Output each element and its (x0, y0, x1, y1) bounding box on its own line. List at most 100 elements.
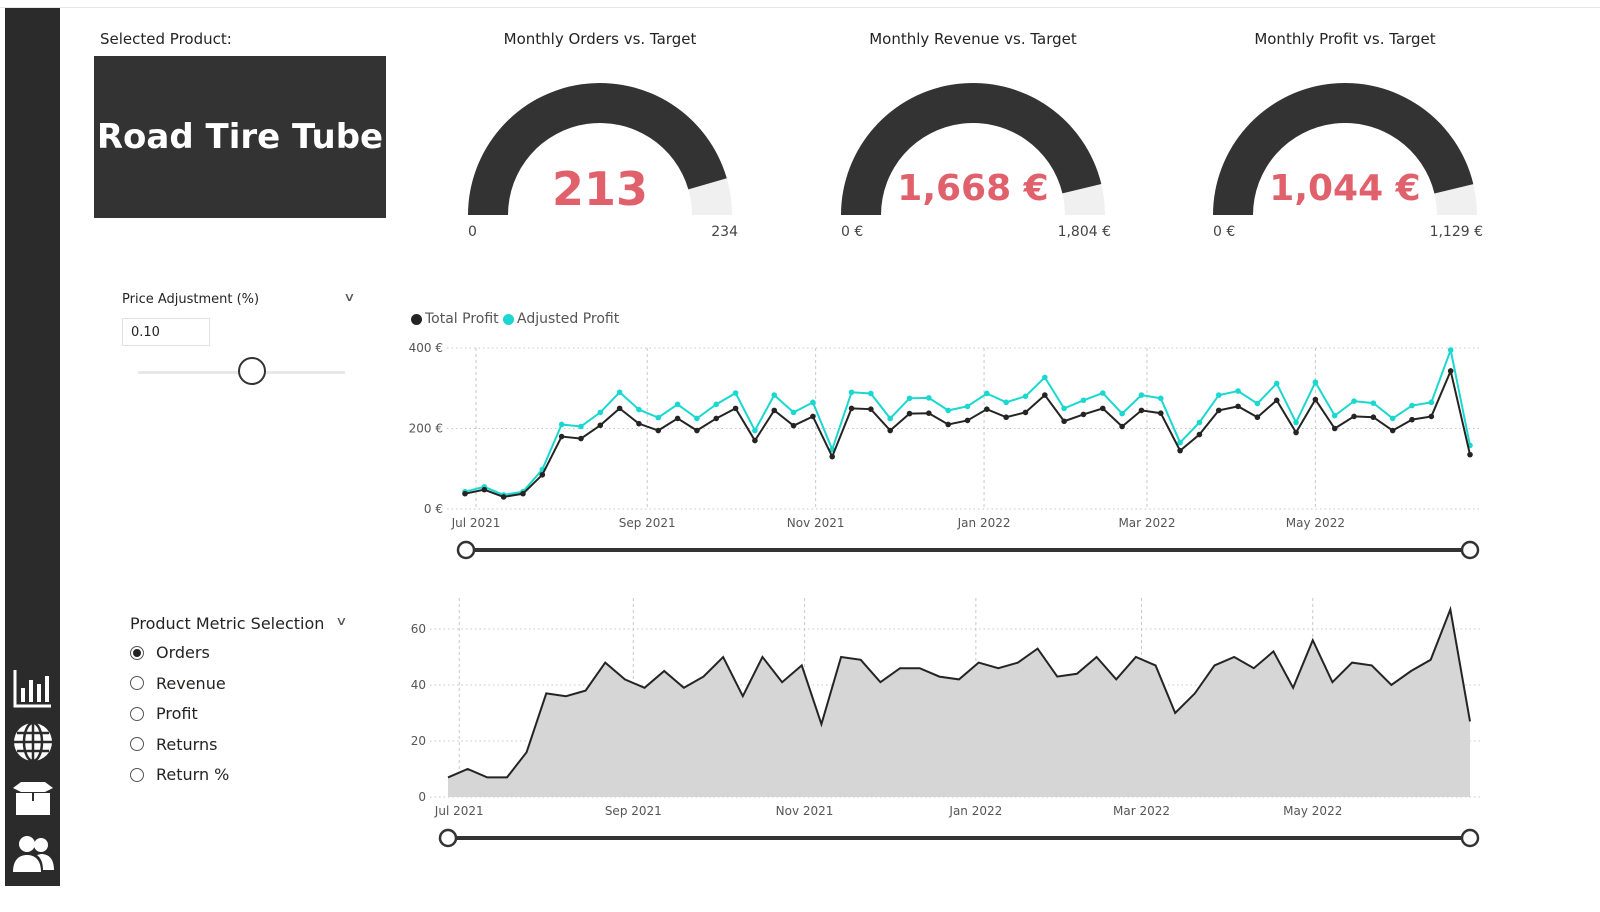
total-profit-point[interactable] (1119, 423, 1125, 430)
total-profit-point[interactable] (887, 427, 893, 434)
total-profit-point[interactable] (597, 422, 604, 429)
adjusted-profit-point[interactable] (1061, 405, 1067, 412)
total-profit-point[interactable] (578, 435, 584, 442)
radio-circle[interactable] (130, 676, 144, 690)
total-profit-point[interactable] (1215, 407, 1222, 414)
adjusted-profit-point[interactable] (1099, 390, 1106, 396)
adjusted-profit-point[interactable] (1119, 410, 1125, 417)
adjusted-profit-point[interactable] (1428, 399, 1435, 406)
radio-option-return-[interactable]: Return % (130, 765, 229, 784)
adjusted-profit-point[interactable] (1157, 395, 1164, 402)
radio-option-orders[interactable]: Orders (130, 643, 210, 662)
adjusted-profit-point[interactable] (1177, 439, 1183, 446)
total-profit-point[interactable] (1254, 414, 1261, 421)
adjusted-profit-point[interactable] (964, 403, 971, 410)
adjusted-profit-point[interactable] (1351, 398, 1357, 404)
total-profit-point[interactable] (1370, 414, 1377, 421)
range-slider-handle[interactable] (1460, 828, 1480, 848)
adjusted-profit-point[interactable] (984, 390, 990, 397)
total-profit-point[interactable] (500, 494, 507, 500)
radio-circle[interactable] (130, 767, 144, 782)
total-profit-point[interactable] (636, 420, 642, 427)
adjusted-profit-point[interactable] (1370, 400, 1377, 406)
total-profit-point[interactable] (674, 415, 681, 422)
total-profit-point[interactable] (926, 410, 932, 417)
radio-circle[interactable] (130, 737, 144, 751)
adjusted-profit-point[interactable] (1022, 393, 1029, 400)
adjusted-profit-point[interactable] (810, 399, 816, 406)
adjusted-profit-point[interactable] (1409, 402, 1415, 409)
adjusted-profit-point[interactable] (713, 401, 720, 408)
chevron-down-icon[interactable]: ∨ (343, 290, 356, 304)
adjusted-profit-point[interactable] (771, 392, 778, 398)
radio-option-profit[interactable]: Profit (130, 704, 198, 723)
adjusted-profit-point[interactable] (1273, 380, 1280, 387)
price-adjustment-input[interactable]: 0.10 (122, 318, 210, 346)
adjusted-profit-point[interactable] (1196, 419, 1203, 426)
adjusted-profit-point[interactable] (694, 415, 700, 422)
adjusted-profit-point[interactable] (1293, 419, 1299, 426)
users-icon[interactable] (11, 832, 55, 876)
total-profit-point[interactable] (616, 405, 623, 412)
total-profit-point[interactable] (752, 437, 758, 444)
total-profit-point[interactable] (829, 453, 836, 460)
adjusted-profit-point[interactable] (1254, 400, 1261, 407)
total-profit-point[interactable] (810, 413, 816, 420)
total-profit-point[interactable] (1351, 413, 1357, 420)
legend-total-profit[interactable]: Total Profit (411, 311, 499, 327)
total-profit-point[interactable] (713, 415, 720, 422)
adjusted-profit-point[interactable] (732, 390, 739, 396)
total-profit-point[interactable] (771, 407, 778, 414)
range-slider-handle[interactable] (438, 828, 458, 848)
total-profit-point[interactable] (1331, 425, 1338, 432)
total-profit-point[interactable] (558, 433, 565, 440)
total-profit-point[interactable] (1177, 447, 1183, 454)
total-profit-point[interactable] (1235, 403, 1241, 410)
adjusted-profit-point[interactable] (868, 390, 874, 397)
range-slider-handle[interactable] (456, 540, 476, 560)
adjusted-profit-point[interactable] (926, 395, 932, 401)
total-profit-point[interactable] (1196, 431, 1203, 438)
total-profit-point[interactable] (655, 427, 662, 434)
adjusted-profit-point[interactable] (906, 395, 913, 402)
adjusted-profit-point[interactable] (1389, 415, 1396, 422)
radio-option-revenue[interactable]: Revenue (130, 674, 226, 693)
legend-adjusted-profit[interactable]: Adjusted Profit (503, 311, 619, 327)
total-profit-point[interactable] (1022, 409, 1029, 416)
box-icon[interactable] (11, 776, 55, 820)
total-profit-point[interactable] (694, 427, 700, 434)
total-profit-point[interactable] (984, 406, 990, 412)
adjusted-profit-point[interactable] (655, 414, 662, 421)
total-profit-point[interactable] (1138, 407, 1145, 414)
adjusted-profit-point[interactable] (1312, 379, 1319, 386)
total-profit-point[interactable] (1409, 416, 1415, 423)
total-profit-point[interactable] (1003, 414, 1009, 421)
total-profit-point[interactable] (1273, 397, 1280, 404)
total-profit-point[interactable] (964, 417, 971, 424)
total-profit-point[interactable] (868, 406, 874, 412)
total-profit-point[interactable] (520, 490, 526, 497)
price-slider-thumb[interactable] (238, 357, 266, 385)
total-profit-point[interactable] (481, 486, 488, 493)
chevron-down-icon[interactable]: ∨ (335, 614, 348, 628)
bar-chart-icon[interactable] (11, 666, 55, 710)
range-slider-handle[interactable] (1460, 540, 1480, 560)
adjusted-profit-point[interactable] (790, 409, 797, 416)
total-profit-point[interactable] (732, 405, 739, 412)
adjusted-profit-point[interactable] (636, 406, 642, 413)
total-profit-point[interactable] (1467, 451, 1473, 458)
adjusted-profit-point[interactable] (674, 401, 681, 408)
total-profit-point[interactable] (848, 405, 855, 412)
total-profit-point[interactable] (1312, 396, 1319, 403)
adjusted-profit-point[interactable] (1003, 399, 1009, 406)
total-profit-point[interactable] (1447, 368, 1454, 374)
adjusted-profit-point[interactable] (616, 389, 623, 396)
adjusted-profit-point[interactable] (597, 409, 604, 416)
globe-icon[interactable] (11, 720, 55, 764)
total-profit-point[interactable] (539, 471, 546, 478)
total-profit-point[interactable] (1428, 413, 1435, 420)
adjusted-profit-point[interactable] (1215, 392, 1222, 398)
adjusted-profit-point[interactable] (1080, 397, 1087, 404)
total-profit-point[interactable] (1080, 411, 1087, 418)
total-profit-point[interactable] (462, 490, 468, 497)
